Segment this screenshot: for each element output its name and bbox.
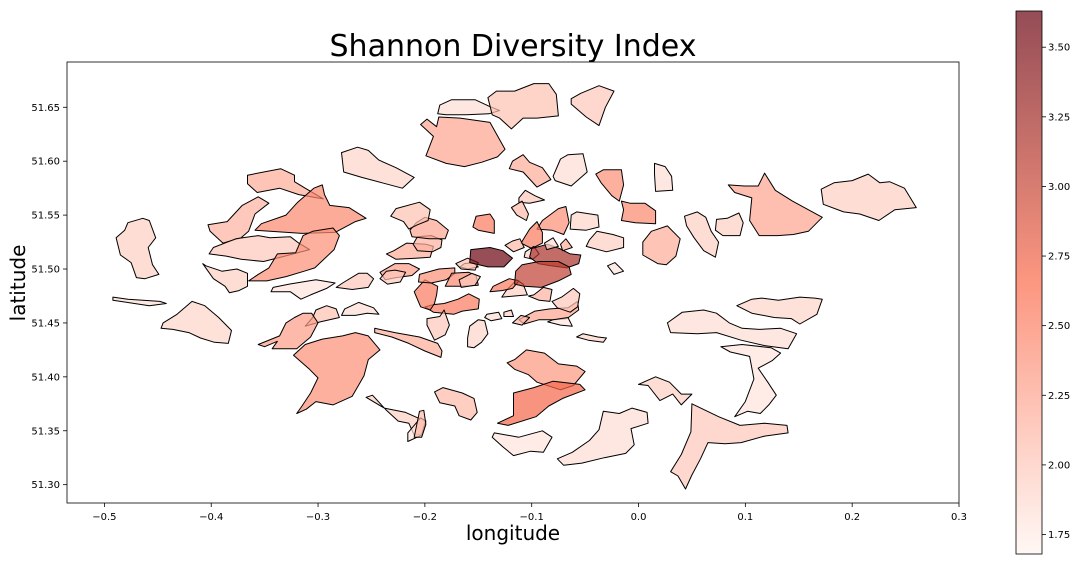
colorbar-tick-label: 2.75 — [1048, 252, 1070, 263]
y-tick-label: 51.50 — [31, 265, 60, 276]
region-polygon — [820, 173, 917, 221]
y-tick-label: 51.45 — [31, 318, 60, 329]
x-tick-label: 0.0 — [631, 512, 647, 523]
region-polygon — [714, 212, 744, 237]
region-polygon — [666, 309, 798, 350]
region-polygon — [426, 309, 450, 341]
region-polygon — [434, 387, 478, 421]
x-tick-label: −0.1 — [520, 512, 544, 523]
region-polygon — [528, 286, 553, 302]
region-polygon — [638, 376, 693, 406]
region-polygon — [595, 169, 625, 202]
x-tick-label: −0.4 — [199, 512, 223, 523]
region-polygon — [736, 296, 823, 325]
regions-layer — [112, 83, 917, 490]
region-polygon — [560, 238, 573, 252]
region-polygon — [620, 200, 657, 225]
region-polygon — [115, 217, 160, 280]
region-polygon — [207, 196, 270, 244]
colorbar-tick-label: 3.25 — [1048, 112, 1070, 123]
region-polygon — [467, 319, 489, 349]
region-polygon — [341, 301, 380, 316]
y-tick-label: 51.65 — [31, 103, 60, 114]
region-polygon — [552, 153, 588, 187]
colorbar-ticks: 1.75 2.00 2.25 2.50 2.75 3.00 3.25 3.50 — [1042, 43, 1070, 541]
y-tick-label: 51.30 — [31, 480, 60, 491]
region-polygon — [489, 278, 520, 293]
region-polygon — [508, 154, 552, 188]
colorbar — [1015, 10, 1043, 555]
region-polygon — [469, 247, 513, 268]
x-tick-label: 0.3 — [951, 512, 967, 523]
region-polygon — [547, 317, 573, 327]
region-polygon — [551, 287, 581, 313]
colorbar-tick-label: 1.75 — [1048, 530, 1070, 541]
region-polygon — [570, 85, 615, 127]
y-tick-label: 51.40 — [31, 372, 60, 383]
x-axis-label: longitude — [466, 521, 560, 545]
x-tick-label: −0.2 — [413, 512, 437, 523]
region-polygon — [202, 263, 248, 294]
region-polygon — [576, 333, 607, 343]
chart-title: Shannon Diversity Index — [330, 29, 697, 64]
region-polygon — [458, 272, 481, 288]
colorbar-tick-label: 2.25 — [1048, 391, 1070, 402]
region-polygon — [642, 225, 681, 266]
region-polygon — [335, 272, 375, 290]
colorbar-tick-label: 3.50 — [1048, 43, 1070, 54]
region-polygon — [585, 230, 625, 253]
region-polygon — [491, 430, 553, 457]
region-polygon — [472, 213, 495, 234]
region-polygon — [497, 380, 586, 426]
region-polygon — [503, 309, 514, 317]
y-tick-label: 51.35 — [31, 426, 60, 437]
x-tick-label: 0.2 — [844, 512, 860, 523]
x-tick-label: −0.5 — [92, 512, 116, 523]
y-axis-ticks: 51.30 51.35 51.40 51.45 51.50 51.55 51.60 51.65 — [31, 103, 67, 491]
region-polygon — [514, 261, 572, 288]
region-polygon — [257, 312, 319, 350]
colorbar-tick-label: 3.00 — [1048, 182, 1070, 193]
y-axis-label: latitude — [6, 245, 30, 322]
region-polygon — [293, 332, 381, 414]
region-polygon — [544, 237, 559, 251]
region-polygon — [424, 293, 480, 315]
x-tick-label: 0.1 — [737, 512, 753, 523]
region-polygon — [684, 211, 720, 258]
region-polygon — [413, 409, 427, 438]
y-tick-label: 51.60 — [31, 157, 60, 168]
x-axis-ticks: −0.5 −0.4 −0.3 −0.2 −0.1 0.0 0.1 0.2 0.3 — [92, 503, 967, 523]
y-tick-label: 51.55 — [31, 211, 60, 222]
region-polygon — [510, 200, 529, 221]
region-polygon — [556, 407, 649, 466]
colorbar-tick-label: 2.50 — [1048, 321, 1070, 332]
x-tick-label: −0.3 — [306, 512, 330, 523]
region-polygon — [270, 279, 336, 300]
region-polygon — [720, 344, 782, 418]
region-polygon — [112, 296, 167, 307]
region-polygon — [727, 172, 823, 237]
region-polygon — [569, 211, 600, 231]
region-polygon — [248, 227, 340, 282]
region-polygon — [420, 116, 506, 168]
region-polygon — [670, 403, 789, 490]
region-polygon — [484, 311, 503, 322]
region-polygon — [512, 314, 531, 326]
region-polygon — [390, 201, 431, 230]
region-polygon — [379, 269, 407, 285]
region-polygon — [374, 327, 443, 358]
region-polygon — [341, 146, 415, 189]
region-polygon — [160, 300, 232, 344]
region-polygon — [654, 162, 674, 192]
region-polygon — [607, 262, 625, 275]
region-polygon — [518, 189, 545, 204]
region-polygon — [504, 238, 525, 253]
colorbar-tick-label: 2.00 — [1048, 460, 1070, 471]
region-polygon — [487, 83, 559, 130]
